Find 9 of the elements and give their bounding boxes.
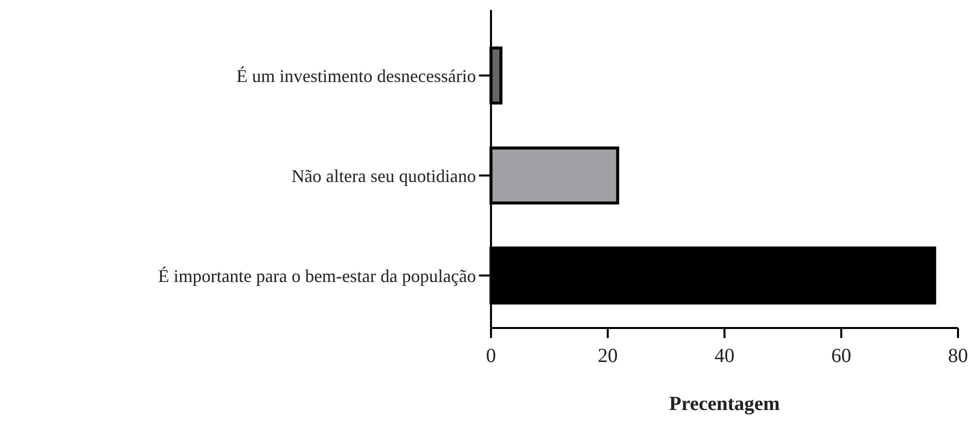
y-tick-label: É um investimento desnecessário (236, 66, 476, 86)
y-tick-label: É importante para o bem-estar da população (158, 266, 476, 286)
x-tick-label: 60 (831, 345, 852, 367)
x-tick-label: 0 (486, 345, 496, 367)
y-tick-label: Não altera seu quotidiano (292, 166, 476, 186)
x-tick-label: 40 (714, 345, 734, 367)
x-tick-label: 80 (948, 345, 968, 367)
x-tick-label: 20 (598, 345, 618, 367)
x-axis-title: Precentagem (669, 393, 780, 415)
